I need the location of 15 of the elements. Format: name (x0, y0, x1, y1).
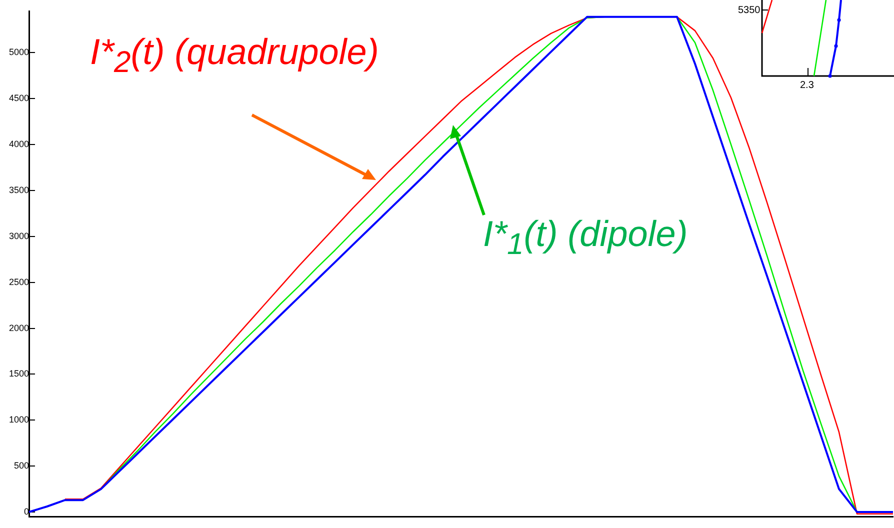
y-tick-label: 3000 (8, 230, 29, 241)
annotation: I*$_{1}$(t) (dipole) (483, 212, 688, 264)
y-tick-label: 4500 (8, 93, 29, 104)
y-tick-label: 3500 (8, 185, 29, 195)
y-tick-label: 0 (24, 506, 29, 516)
y-tick-label: 4000 (8, 139, 29, 150)
annotation: I*$_{2}$(t) (quadrupole) (90, 30, 379, 82)
y-tick-label: 2000 (8, 322, 29, 333)
annotation: 2.3 (800, 79, 814, 93)
y-tick-label: 1500 (8, 368, 29, 379)
y-tick-label: 1000 (8, 414, 29, 425)
y-tick-label: 500 (14, 460, 29, 471)
y-tick-label: 2500 (8, 276, 29, 287)
annotation: 5350 (738, 4, 760, 18)
y-tick-label: 5000 (8, 47, 29, 58)
